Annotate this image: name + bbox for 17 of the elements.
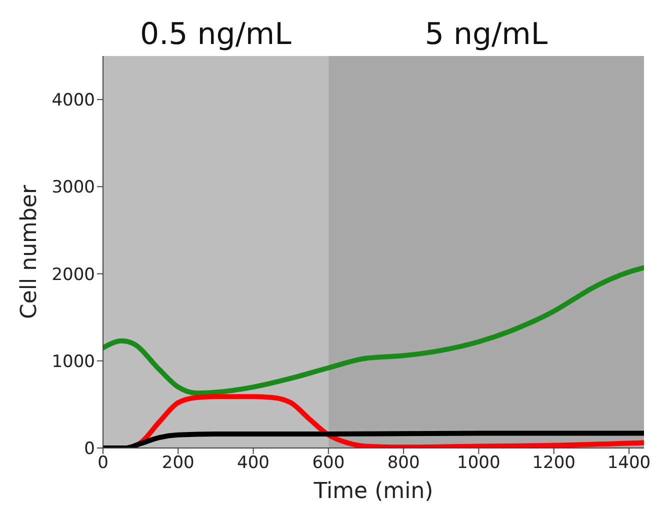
x-axis-title: Time (min) — [312, 479, 434, 504]
x-tick-label: 600 — [312, 453, 345, 474]
band-label: 5 ng/mL — [424, 17, 548, 52]
x-tick-label: 0 — [98, 453, 108, 474]
x-tick-label: 200 — [162, 453, 194, 474]
band-label: 0.5 ng/mL — [140, 17, 292, 52]
x-tick-label: 1200 — [532, 453, 576, 474]
y-tick-label: 3000 — [52, 178, 95, 198]
y-tick-label: 0 — [84, 439, 95, 460]
y-tick-label: 1000 — [52, 352, 95, 372]
y-axis-title: Cell number — [16, 184, 42, 319]
x-tick-label: 800 — [387, 453, 420, 474]
y-tick-label: 4000 — [52, 90, 95, 111]
x-tick-label: 1400 — [607, 453, 651, 474]
x-tick-label: 1000 — [457, 453, 500, 474]
y-tick-label: 2000 — [52, 264, 95, 285]
x-tick-label: 400 — [237, 453, 270, 474]
